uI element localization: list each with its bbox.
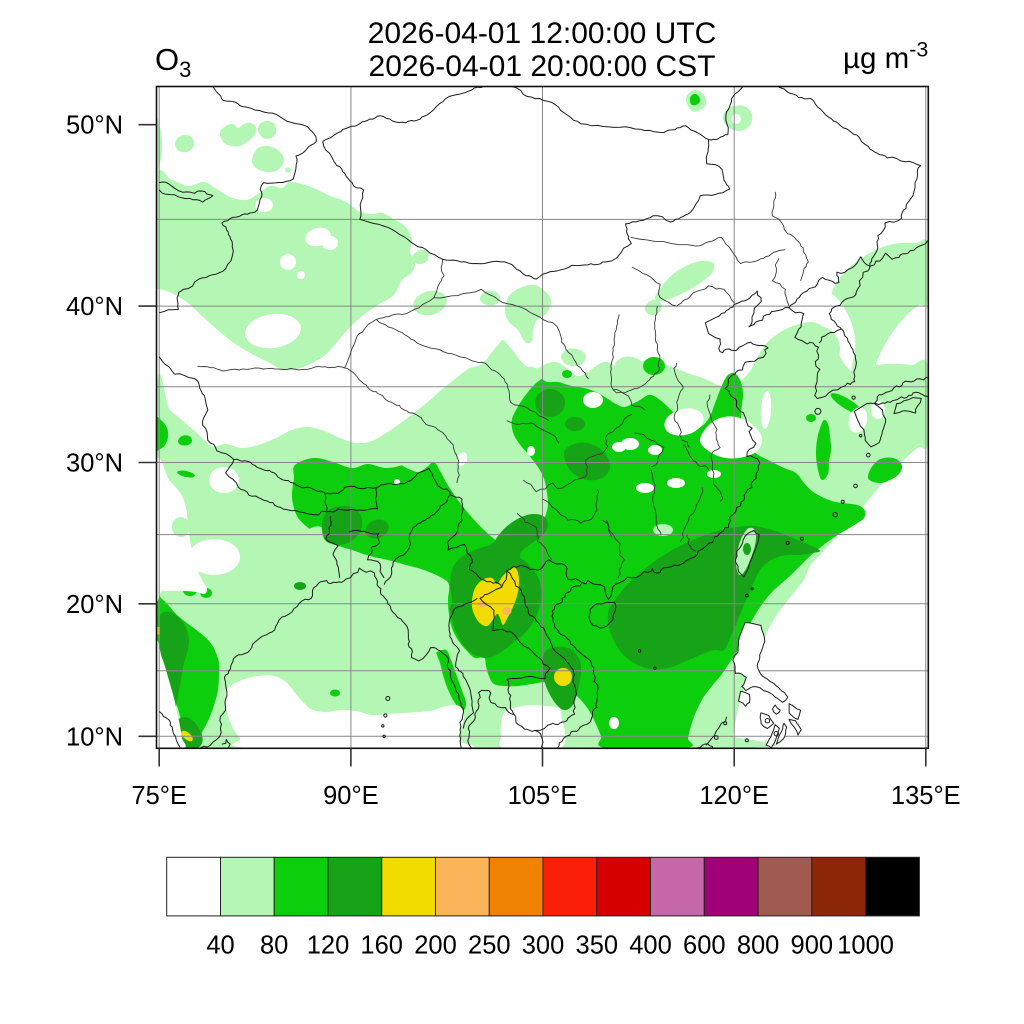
svg-text:600: 600 bbox=[683, 932, 726, 960]
svg-text:75°E: 75°E bbox=[131, 782, 187, 810]
svg-text:200: 200 bbox=[414, 932, 457, 960]
svg-text:800: 800 bbox=[737, 932, 780, 960]
svg-text:2026-04-01 12:00:00 UTC: 2026-04-01 12:00:00 UTC bbox=[368, 17, 717, 50]
svg-text:135°E: 135°E bbox=[891, 782, 961, 810]
svg-text:350: 350 bbox=[576, 932, 619, 960]
svg-text:120: 120 bbox=[307, 932, 350, 960]
svg-text:400: 400 bbox=[629, 932, 672, 960]
svg-text:O3: O3 bbox=[155, 42, 191, 82]
svg-text:160: 160 bbox=[360, 932, 403, 960]
svg-text:1000: 1000 bbox=[837, 932, 894, 960]
svg-text:30°N: 30°N bbox=[66, 450, 123, 478]
svg-text:300: 300 bbox=[522, 932, 565, 960]
svg-text:90°E: 90°E bbox=[323, 782, 379, 810]
svg-text:80: 80 bbox=[260, 932, 288, 960]
svg-text:20°N: 20°N bbox=[66, 591, 123, 619]
svg-text:50°N: 50°N bbox=[66, 112, 123, 140]
svg-text:250: 250 bbox=[468, 932, 511, 960]
svg-text:10°N: 10°N bbox=[66, 723, 123, 751]
svg-text:105°E: 105°E bbox=[508, 782, 578, 810]
svg-text:40: 40 bbox=[206, 932, 234, 960]
svg-text:900: 900 bbox=[791, 932, 834, 960]
svg-text:120°E: 120°E bbox=[699, 782, 769, 810]
svg-text:40°N: 40°N bbox=[66, 293, 123, 321]
svg-text:2026-04-01 20:00:00 CST: 2026-04-01 20:00:00 CST bbox=[369, 50, 716, 83]
